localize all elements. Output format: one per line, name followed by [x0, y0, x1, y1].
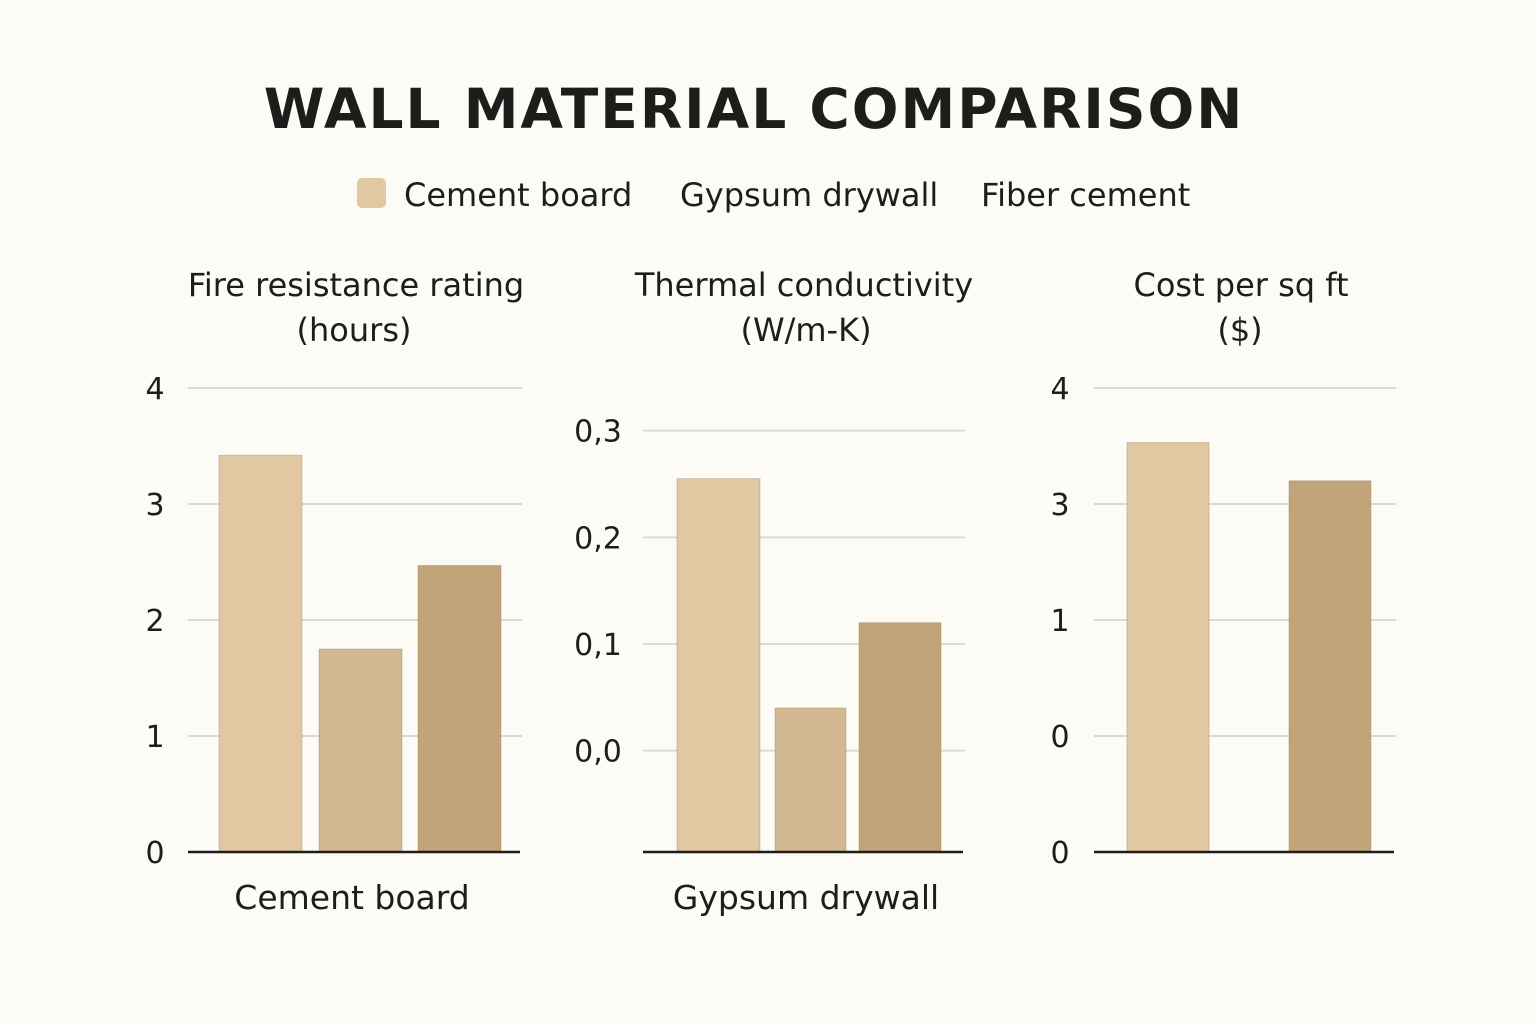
y-tick-label: 0 — [145, 836, 164, 871]
legend: Cement board Gypsum drywall Fiber cement — [357, 176, 1190, 214]
bar-fiber-cement — [1288, 480, 1372, 853]
y-tick-label: 0,1 — [574, 628, 622, 663]
legend-swatch-cement-board — [357, 178, 386, 208]
bar-cement-board — [676, 478, 761, 853]
x-category-label: Gypsum drywall — [673, 878, 939, 917]
y-tick-label: 0 — [1050, 720, 1069, 755]
bar-fiber-cement — [858, 622, 942, 853]
y-tick-label: 4 — [1050, 372, 1069, 407]
chart-title: WALL MATERIAL COMPARISON — [264, 77, 1245, 141]
y-tick-label: 2 — [145, 604, 164, 639]
bar-cement-board — [1126, 442, 1210, 853]
bars — [676, 478, 942, 853]
y-tick-label: 0 — [1050, 836, 1069, 871]
panel-title-line-1: Thermal conductivity — [634, 266, 973, 304]
panel-cost-per-sq-ft: Cost per sq ft ($) 0 0 1 3 4 — [1050, 266, 1396, 871]
y-tick-label: 0,2 — [574, 521, 622, 556]
panel-title-line-2: (W/m-K) — [740, 311, 871, 349]
bars — [1126, 442, 1372, 853]
y-tick-label: 3 — [1050, 488, 1069, 523]
bars — [218, 454, 502, 853]
panel-title-line-1: Cost per sq ft — [1133, 266, 1348, 304]
y-tick-label: 0,3 — [574, 415, 622, 450]
y-tick-label: 1 — [145, 720, 164, 755]
panel-title-line-2: ($) — [1217, 311, 1262, 349]
legend-label-cement-board: Cement board — [404, 176, 632, 214]
panel-title-line-1: Fire resistance rating — [188, 266, 524, 304]
legend-label-fiber-cement: Fiber cement — [981, 176, 1190, 214]
y-tick-label: 0,0 — [574, 735, 622, 770]
y-tick-label: 4 — [145, 372, 164, 407]
bar-gypsum-drywall — [774, 707, 847, 853]
panel-fire-resistance: Fire resistance rating (hours) Cement bo… — [145, 266, 524, 917]
legend-label-gypsum-drywall: Gypsum drywall — [680, 176, 938, 214]
panel-title-line-2: (hours) — [297, 311, 412, 349]
y-tick-label: 3 — [145, 488, 164, 523]
panel-thermal-conductivity: Thermal conductivity (W/m-K) Gypsum dryw… — [574, 266, 973, 917]
bar-cement-board — [218, 454, 303, 853]
x-category-label: Cement board — [234, 878, 469, 917]
bar-gypsum-drywall — [318, 648, 403, 853]
y-tick-label: 1 — [1050, 604, 1069, 639]
bar-fiber-cement — [417, 564, 502, 853]
